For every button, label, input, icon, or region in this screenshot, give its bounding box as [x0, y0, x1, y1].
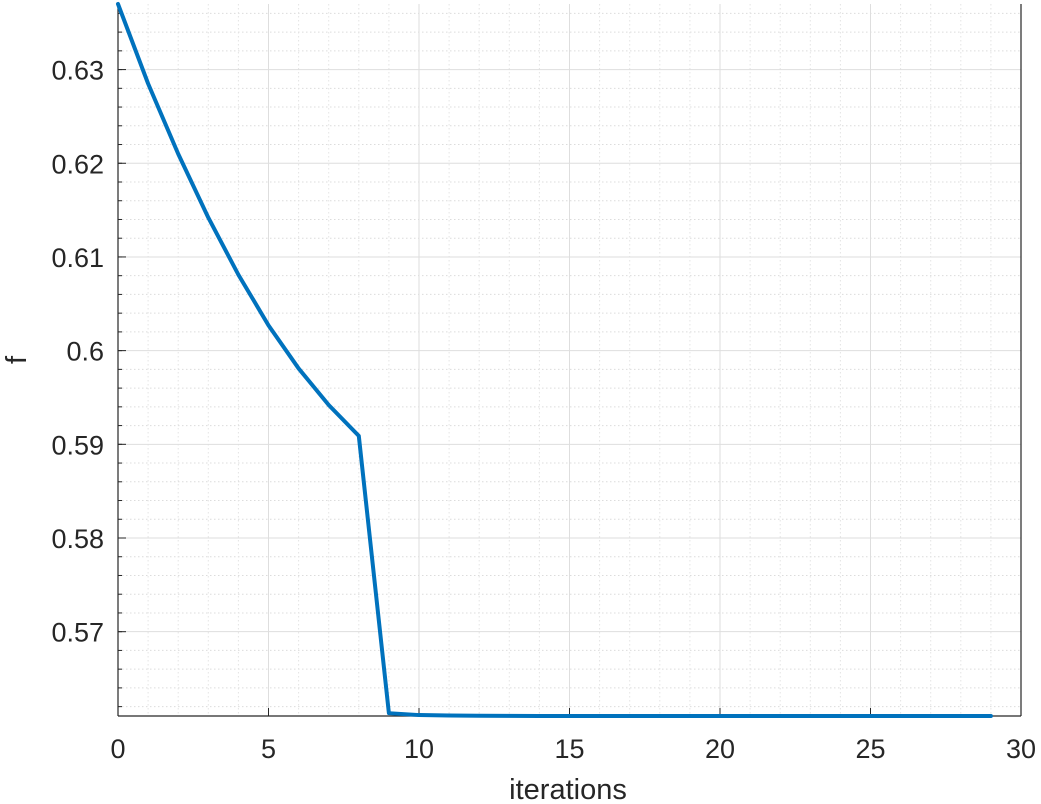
x-tick-label: 30 — [1006, 734, 1036, 764]
y-tick-label: 0.61 — [51, 243, 104, 273]
x-tick-label: 15 — [554, 734, 584, 764]
y-tick-label: 0.62 — [51, 149, 104, 179]
x-tick-label: 20 — [705, 734, 735, 764]
series-layer — [116, 2, 993, 718]
x-axis-label: iterations — [509, 774, 627, 804]
y-axis-label: f — [1, 355, 33, 364]
tick-labels: 0.57 0.58 0.59 0.6 0.61 0.62 0.63 0 5 10 15 20 25 30 — [51, 56, 1036, 764]
major-grid — [118, 4, 1021, 716]
y-tick-label: 0.59 — [51, 430, 104, 460]
y-tick-label: 0.63 — [51, 56, 104, 86]
y-tick-label: 0.6 — [66, 337, 104, 367]
x-tick-label: 5 — [261, 734, 276, 764]
x-tick-label: 0 — [110, 734, 125, 764]
series-line — [116, 2, 993, 718]
y-tick-label: 0.58 — [51, 524, 104, 554]
x-tick-label: 25 — [855, 734, 885, 764]
y-tick-label: 0.57 — [51, 618, 104, 648]
x-tick-label: 10 — [404, 734, 434, 764]
